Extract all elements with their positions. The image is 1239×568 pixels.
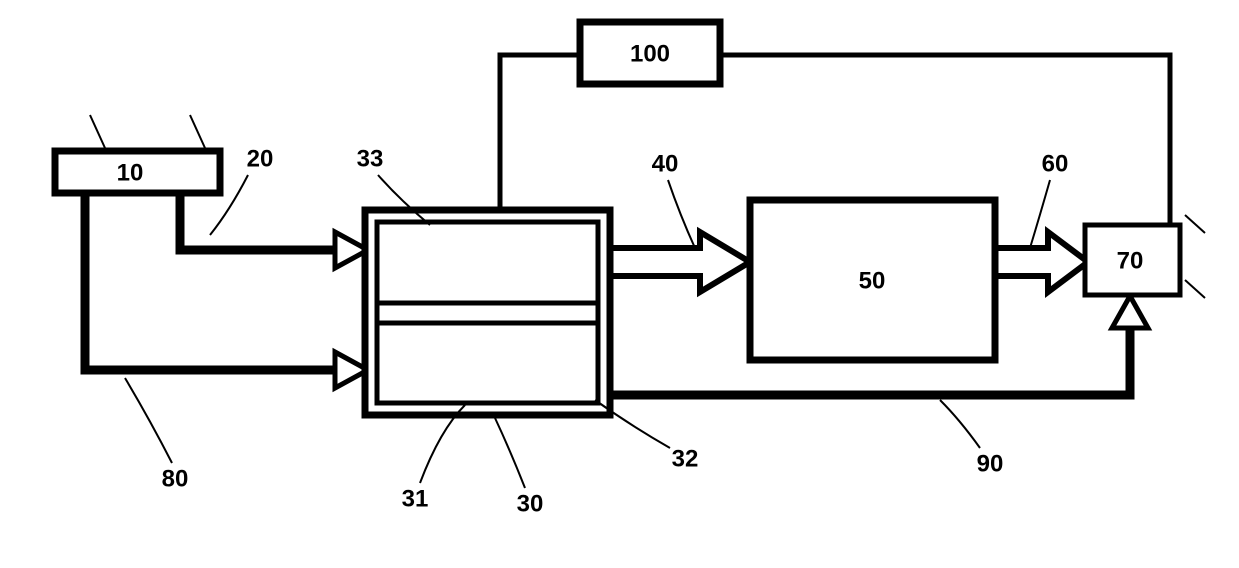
connector-20: [180, 193, 335, 250]
connector-40: [608, 232, 750, 292]
connector-60: [995, 232, 1088, 292]
arrow-90: [1112, 296, 1148, 328]
diagram-canvas: 10 100 50 70 20 33 40 60 80 31 30 32 90: [0, 0, 1239, 568]
label-33: 33: [357, 145, 384, 172]
leader-80: [125, 378, 172, 463]
label-31: 31: [402, 485, 429, 512]
label-90: 90: [977, 450, 1004, 477]
label-32: 32: [672, 445, 699, 472]
label-50: 50: [859, 267, 886, 294]
label-70: 70: [1117, 247, 1144, 274]
leader-30: [495, 418, 525, 488]
leader-90: [940, 400, 980, 448]
connector-100-left: [500, 55, 580, 210]
tick-70b: [1185, 280, 1205, 298]
label-10: 10: [117, 159, 144, 186]
leader-40: [668, 180, 695, 248]
leader-32: [595, 400, 670, 448]
label-100: 100: [630, 40, 670, 67]
label-30: 30: [517, 490, 544, 517]
box-30-inner: [377, 222, 598, 403]
label-20: 20: [247, 145, 274, 172]
label-40: 40: [652, 150, 679, 177]
label-60: 60: [1042, 150, 1069, 177]
tick-10a: [90, 115, 105, 148]
tick-10b: [190, 115, 205, 148]
tick-70a: [1185, 215, 1205, 233]
label-80: 80: [162, 465, 189, 492]
connector-80: [85, 193, 335, 370]
